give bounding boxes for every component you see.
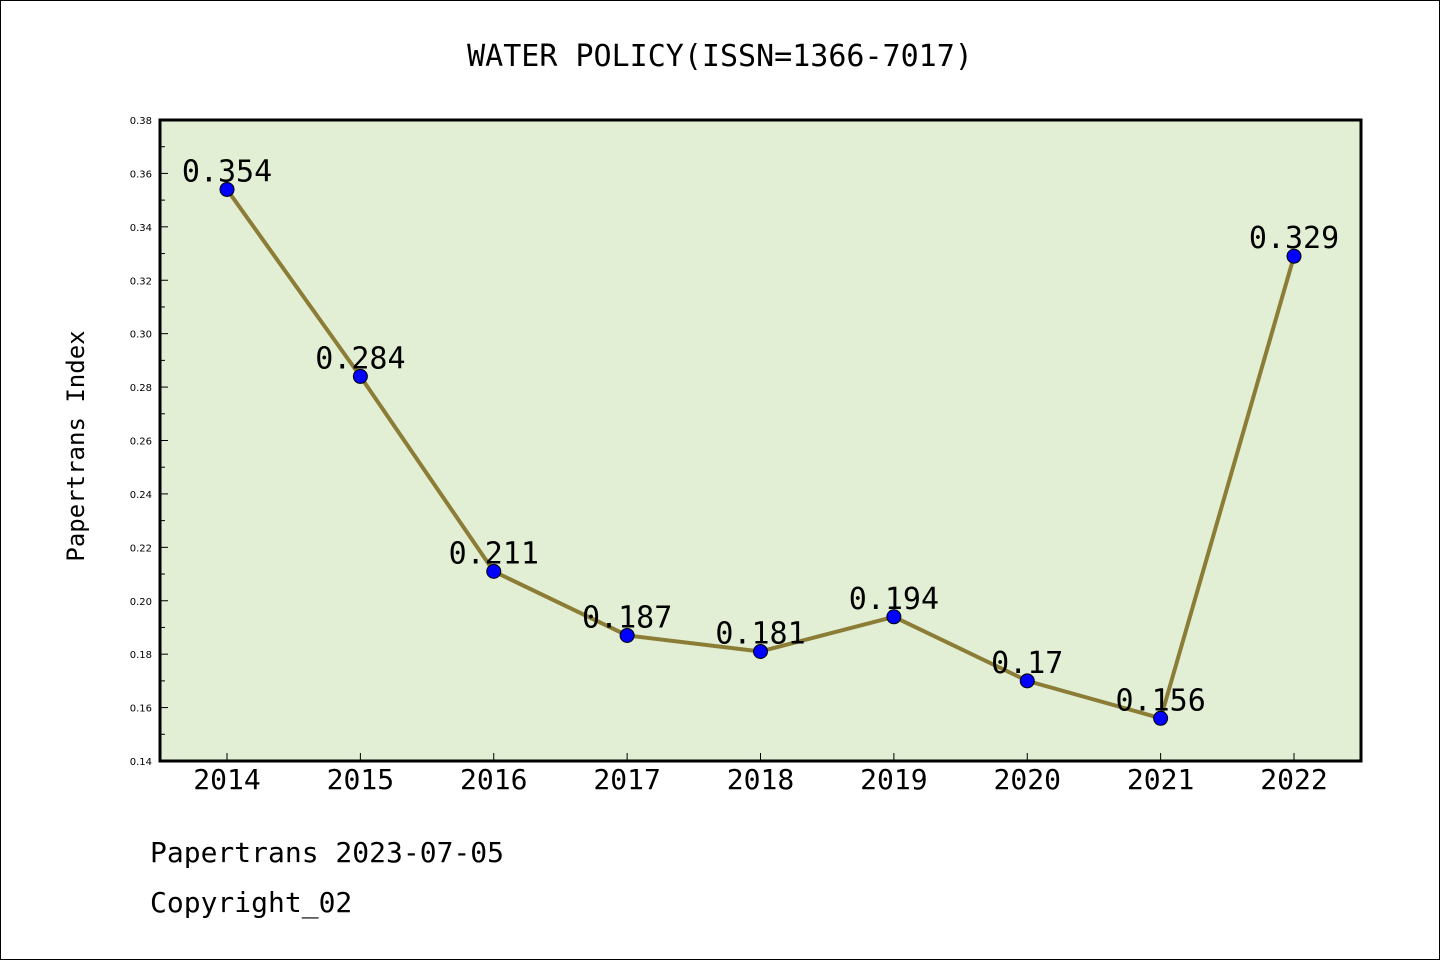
series-markers <box>219 181 1302 726</box>
x-tick-label: 2014 <box>193 763 260 796</box>
data-point <box>219 181 235 197</box>
data-point <box>1286 248 1302 264</box>
y-tick-label: 0.36 <box>130 169 152 180</box>
data-point <box>352 368 368 384</box>
y-tick-label: 0.32 <box>130 276 152 287</box>
data-point <box>753 643 768 659</box>
x-tick-label: 2016 <box>460 763 527 796</box>
x-tick-label: 2019 <box>860 763 927 796</box>
x-axis: 2014 2015 2016 2017 2018 2019 2020 2021 2022 <box>193 753 1328 796</box>
x-tick-label: 2018 <box>727 763 794 796</box>
data-point <box>886 609 902 625</box>
x-tick-label: 2020 <box>994 763 1061 796</box>
y-tick-label: 0.28 <box>130 383 152 394</box>
y-tick-label: 0.30 <box>130 330 152 341</box>
footer-copyright: Copyright_02 <box>150 886 353 919</box>
y-tick-label: 0.16 <box>130 704 152 715</box>
data-label: 0.156 <box>1115 683 1205 718</box>
x-tick-label: 2017 <box>593 763 660 796</box>
data-label: 0.354 <box>182 154 272 189</box>
data-label: 0.181 <box>715 616 805 651</box>
y-tick-label: 0.38 <box>130 116 152 127</box>
data-label: 0.329 <box>1249 221 1339 256</box>
data-point <box>486 563 502 579</box>
y-tick-label: 0.20 <box>130 597 152 608</box>
data-label: 0.211 <box>449 536 539 571</box>
y-tick-label: 0.26 <box>130 437 152 448</box>
y-tick-label: 0.34 <box>130 223 152 234</box>
y-axis-label: Papertrans Index <box>62 330 90 561</box>
data-point <box>1019 673 1035 689</box>
x-tick-label: 2015 <box>327 763 394 796</box>
data-label: 0.194 <box>849 582 939 617</box>
x-tick-label: 2022 <box>1260 763 1327 796</box>
y-axis: 0.14 0.16 0.18 0.20 0.22 0.24 0.26 0.28 0.30 0.32… <box>130 116 168 768</box>
y-tick-label: 0.18 <box>130 650 152 661</box>
x-tick-label: 2021 <box>1127 763 1194 796</box>
y-tick-label: 0.24 <box>130 490 152 501</box>
data-point <box>1153 710 1169 726</box>
plot-area <box>158 118 1363 763</box>
data-label: 0.187 <box>582 600 672 635</box>
y-tick-label: 0.14 <box>130 757 152 768</box>
data-label: 0.284 <box>315 341 405 376</box>
data-point <box>619 627 635 643</box>
footer-date: Papertrans 2023-07-05 <box>150 836 505 869</box>
data-label: 0.17 <box>991 646 1063 681</box>
y-tick-label: 0.22 <box>130 543 152 554</box>
chart-title: WATER POLICY(ISSN=1366-7017) <box>467 39 973 74</box>
data-labels: 0.354 0.284 0.211 0.187 0.181 0.194 0.17 0.156 0… <box>182 154 1339 718</box>
